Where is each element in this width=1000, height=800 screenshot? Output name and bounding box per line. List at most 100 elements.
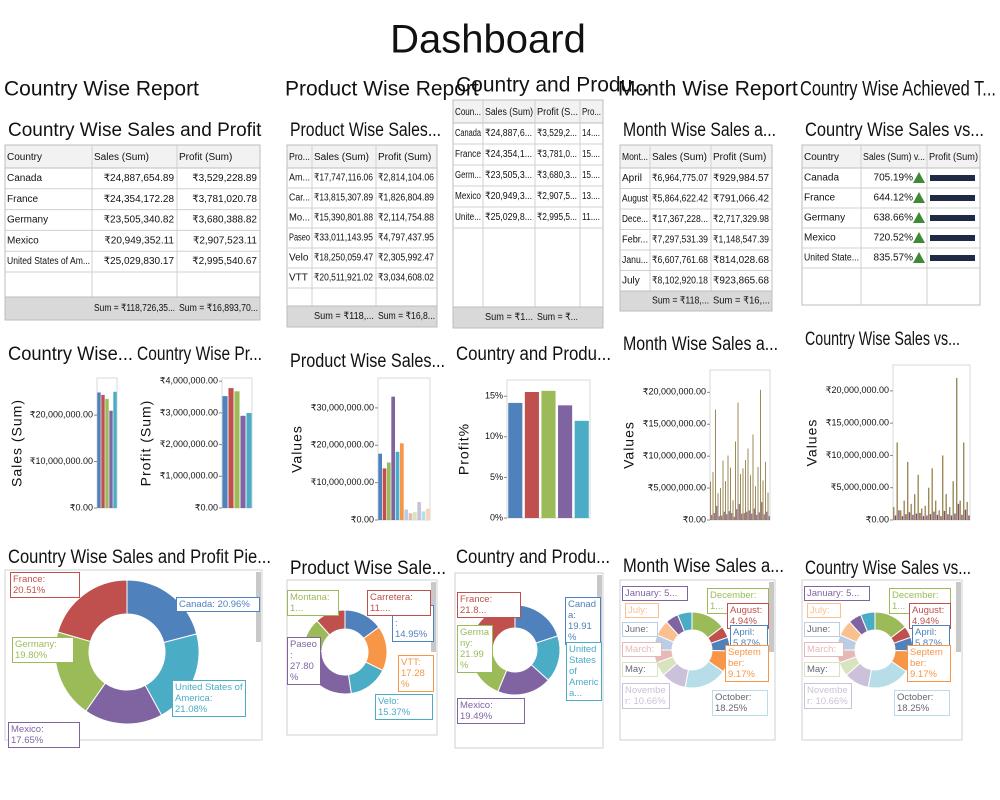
pie-label: June: [804,622,840,637]
table-column-header: Sales (Sum) [314,152,369,163]
pie-label: Mexico: 17.65% [8,722,80,748]
table-footer [452,306,604,329]
bar [919,512,921,520]
y-tick-label: ₹2,000,000.00 [160,439,218,449]
bar [109,410,113,508]
table-cell: ₹24,354,1... [485,149,532,160]
table-cell: Germany [804,213,845,224]
bar [711,514,713,520]
table-title: Country Wise Sales vs... [805,120,984,141]
bar [945,494,947,520]
table-cell: ₹6,964,775.07 [652,173,708,184]
bar [896,442,898,520]
bar [752,434,754,520]
bar [757,467,759,520]
bar [558,405,573,518]
table-column-header: Profit (Sum) [713,152,766,163]
data-bar [930,195,975,201]
bar [750,475,751,520]
bar [417,502,422,520]
bar [722,460,724,520]
bar [936,514,939,520]
section-header: Country Wise Report [4,78,199,101]
table-cell: Car... [289,193,310,204]
table-cell: ₹2,995,5... [537,212,577,223]
pie-label: November: 10.66% [804,683,852,709]
table-cell: ₹24,887,654.89 [104,173,175,184]
table-body [4,167,261,298]
table-column-header: Country [804,152,839,163]
bar [928,487,930,520]
table-cell: United State... [804,253,859,264]
table-body [452,122,604,308]
table-footer-cell: Sum = ₹16,8... [378,311,435,322]
achieved-icon [913,172,925,183]
y-axis-label: Profit (Sum) [138,400,154,487]
y-axis-label: Values [289,425,305,473]
table-cell: ₹24,354,172.28 [104,194,175,205]
table-cell: April [622,173,642,184]
bar [101,394,105,508]
pie-label: June: [622,622,658,637]
y-tick-label: ₹20,000,000.00 [311,440,374,450]
table-cell: 705.19% [874,173,914,184]
table-cell: 720.52% [874,233,914,244]
pie-title: Country Wise Sales vs... [805,558,971,579]
bar [246,413,252,508]
pie-title: Month Wise Sales a... [623,556,784,577]
table-cell: ₹20,949,352.11 [104,235,174,246]
bar [742,468,744,520]
pie-label: VTT: 17.28% [398,655,434,692]
table-footer [619,290,773,312]
y-tick-label: ₹1,000,000.00 [160,471,218,481]
table-cell: ₹7,297,531.39 [652,234,708,245]
table-cell: Germ... [455,170,481,181]
table-cell: ₹17,367,228... [652,214,708,225]
bar [968,515,970,520]
data-bar [930,235,975,241]
table-cell: Janu... [622,255,648,266]
bar [959,500,961,520]
bar [738,504,740,520]
pie-label: May: [622,662,658,677]
table-cell: ₹3,680,3... [537,170,577,181]
table-cell: ₹20,511,921.02 [314,273,373,284]
bar [760,389,761,520]
table-cell: ₹13,815,307.89 [314,193,373,204]
table-cell: 644.12% [874,193,914,204]
table-cell: ₹18,250,059.47 [314,253,373,264]
bar [766,511,768,520]
bar [727,455,729,520]
bar [746,511,748,520]
achieved-icon [913,212,925,223]
chart-title: Country Wise Sales vs... [805,329,960,350]
table-cell: Am... [289,173,310,184]
y-axis-label: Sales (Sum) [9,399,25,487]
bar [710,481,711,520]
bar [753,508,755,520]
pie-label: Velo: 15.37% [375,694,433,720]
table-title: Country Wise Sales and Profit [8,120,262,141]
y-tick-label: ₹0.00 [195,502,218,512]
bar [723,511,725,520]
bar [763,514,765,520]
bar [912,514,914,520]
section-header: Product Wise Report [285,78,479,101]
pie-label: August: 4.94% [727,603,769,629]
pie-slice [57,579,128,643]
bar [762,480,764,520]
table-cell: ₹5,864,622.42 [652,193,708,204]
bar [903,500,905,520]
achieved-icon [913,232,925,243]
pie-label: France: 21.8... [457,592,521,618]
table-cell: ₹1,826,804.89 [378,193,434,204]
bar [725,481,726,520]
bar [758,512,760,520]
pie-title: Country and Produ... [456,547,610,568]
table-cell: Canada [455,128,481,139]
y-tick-label: 5% [490,472,503,482]
pie-label: Paseo: 27.80% [287,637,321,685]
table-footer-cell: Sum = ₹118,726,35... [94,303,175,314]
table-cell: ₹23,505,340.82 [104,215,175,226]
